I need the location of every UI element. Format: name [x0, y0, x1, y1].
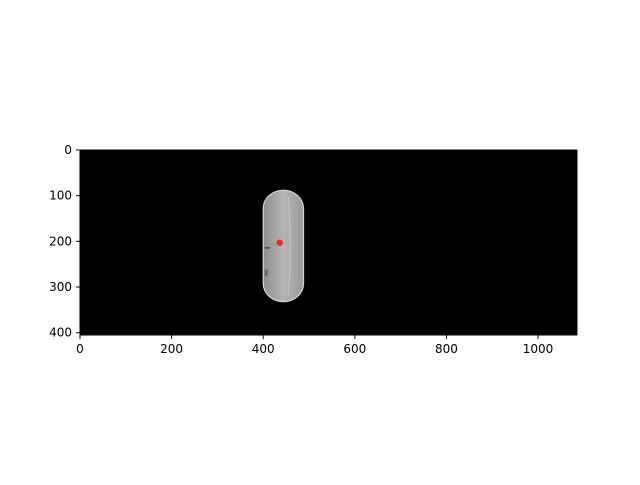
capsule-seam [287, 196, 291, 296]
x-tick-label: 1000 [523, 342, 554, 356]
y-tick-label: 0 [64, 143, 72, 157]
y-tick-label: 200 [49, 234, 72, 248]
capsule-mark [264, 269, 268, 276]
y-tick-label: 100 [49, 189, 72, 203]
x-tick-label: 200 [160, 342, 183, 356]
image-area [80, 150, 577, 335]
y-tick-label: 400 [49, 326, 72, 340]
marker-point [276, 239, 283, 246]
image-background [80, 150, 577, 335]
capsule-object [262, 189, 305, 303]
x-tick-label: 0 [76, 342, 84, 356]
x-tick-label: 800 [435, 342, 458, 356]
axes: 0 200 400 600 800 1000 0 100 200 300 400 [49, 143, 578, 356]
y-tick-label: 300 [49, 280, 72, 294]
capsule-mark [264, 246, 270, 249]
x-tick-label: 600 [343, 342, 366, 356]
x-tick-label: 400 [252, 342, 275, 356]
